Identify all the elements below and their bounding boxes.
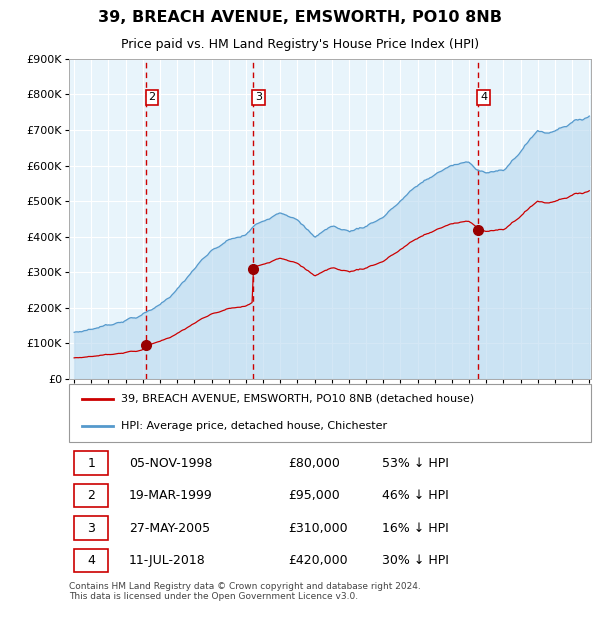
Text: 27-MAY-2005: 27-MAY-2005 xyxy=(129,521,210,534)
Text: 2: 2 xyxy=(87,489,95,502)
FancyBboxPatch shape xyxy=(74,451,108,475)
Text: 4: 4 xyxy=(480,92,487,102)
Text: £420,000: £420,000 xyxy=(288,554,348,567)
FancyBboxPatch shape xyxy=(74,516,108,540)
Text: HPI: Average price, detached house, Chichester: HPI: Average price, detached house, Chic… xyxy=(121,420,388,431)
Text: 3: 3 xyxy=(255,92,262,102)
Text: 3: 3 xyxy=(87,521,95,534)
Text: £310,000: £310,000 xyxy=(288,521,348,534)
FancyBboxPatch shape xyxy=(74,549,108,572)
Text: 11-JUL-2018: 11-JUL-2018 xyxy=(129,554,206,567)
FancyBboxPatch shape xyxy=(69,384,591,442)
Text: £95,000: £95,000 xyxy=(288,489,340,502)
FancyBboxPatch shape xyxy=(74,484,108,507)
Text: 05-NOV-1998: 05-NOV-1998 xyxy=(129,457,212,470)
Text: 2: 2 xyxy=(149,92,155,102)
Text: 39, BREACH AVENUE, EMSWORTH, PO10 8NB (detached house): 39, BREACH AVENUE, EMSWORTH, PO10 8NB (d… xyxy=(121,394,475,404)
Text: £80,000: £80,000 xyxy=(288,457,340,470)
Text: Price paid vs. HM Land Registry's House Price Index (HPI): Price paid vs. HM Land Registry's House … xyxy=(121,38,479,51)
Text: 46% ↓ HPI: 46% ↓ HPI xyxy=(382,489,449,502)
Text: Contains HM Land Registry data © Crown copyright and database right 2024.
This d: Contains HM Land Registry data © Crown c… xyxy=(69,582,421,601)
Text: 39, BREACH AVENUE, EMSWORTH, PO10 8NB: 39, BREACH AVENUE, EMSWORTH, PO10 8NB xyxy=(98,10,502,25)
Text: 30% ↓ HPI: 30% ↓ HPI xyxy=(382,554,449,567)
Text: 4: 4 xyxy=(87,554,95,567)
Text: 19-MAR-1999: 19-MAR-1999 xyxy=(129,489,213,502)
Text: 53% ↓ HPI: 53% ↓ HPI xyxy=(382,457,449,470)
Text: 1: 1 xyxy=(87,457,95,470)
Text: 16% ↓ HPI: 16% ↓ HPI xyxy=(382,521,449,534)
